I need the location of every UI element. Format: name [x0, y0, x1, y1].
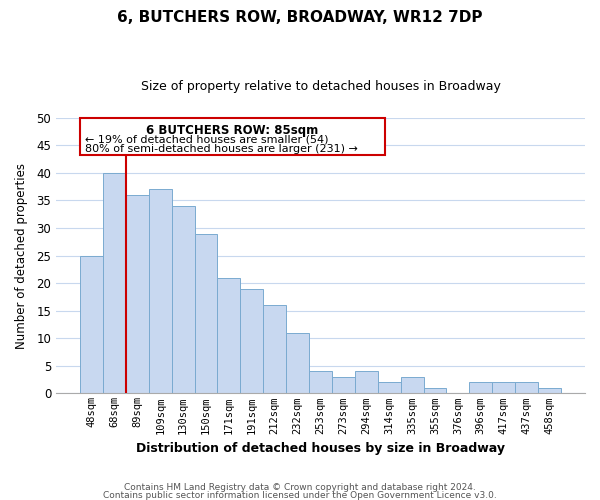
Bar — [424, 388, 446, 394]
Bar — [401, 377, 424, 394]
Bar — [469, 382, 492, 394]
Bar — [103, 173, 126, 394]
Bar — [126, 195, 149, 394]
Text: 6 BUTCHERS ROW: 85sqm: 6 BUTCHERS ROW: 85sqm — [146, 124, 319, 138]
Bar — [492, 382, 515, 394]
Bar — [355, 372, 378, 394]
Bar — [149, 190, 172, 394]
Bar — [378, 382, 401, 394]
Text: 6, BUTCHERS ROW, BROADWAY, WR12 7DP: 6, BUTCHERS ROW, BROADWAY, WR12 7DP — [117, 10, 483, 25]
Bar — [263, 305, 286, 394]
Y-axis label: Number of detached properties: Number of detached properties — [15, 162, 28, 348]
Title: Size of property relative to detached houses in Broadway: Size of property relative to detached ho… — [140, 80, 500, 93]
Bar — [309, 372, 332, 394]
Bar — [80, 256, 103, 394]
Bar — [538, 388, 561, 394]
Text: Contains HM Land Registry data © Crown copyright and database right 2024.: Contains HM Land Registry data © Crown c… — [124, 484, 476, 492]
Bar — [217, 278, 241, 394]
Bar — [241, 288, 263, 394]
Bar — [80, 118, 385, 156]
X-axis label: Distribution of detached houses by size in Broadway: Distribution of detached houses by size … — [136, 442, 505, 455]
Bar — [194, 234, 217, 394]
Text: 80% of semi-detached houses are larger (231) →: 80% of semi-detached houses are larger (… — [85, 144, 358, 154]
Bar — [172, 206, 194, 394]
Bar — [286, 333, 309, 394]
Bar — [332, 377, 355, 394]
Text: ← 19% of detached houses are smaller (54): ← 19% of detached houses are smaller (54… — [85, 134, 328, 144]
Bar — [515, 382, 538, 394]
Text: Contains public sector information licensed under the Open Government Licence v3: Contains public sector information licen… — [103, 490, 497, 500]
